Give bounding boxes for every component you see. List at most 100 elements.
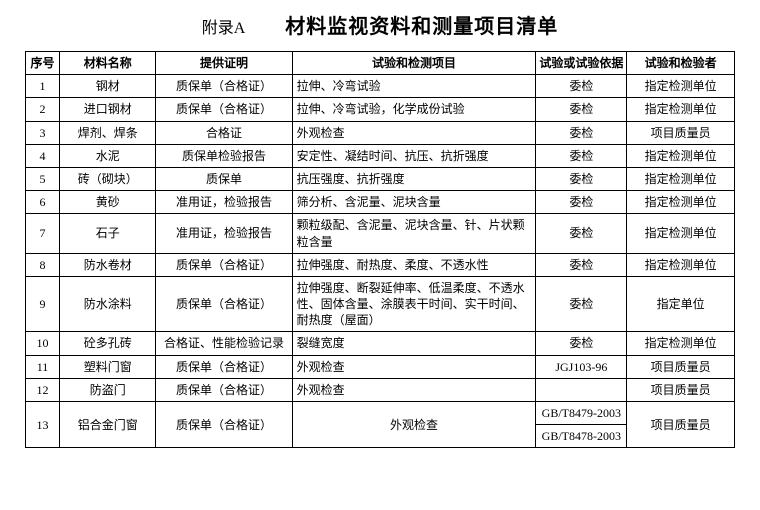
cell-name: 进口钢材 xyxy=(60,98,156,121)
cell-proof: 质保单检验报告 xyxy=(156,144,292,167)
header-test: 试验和检测项目 xyxy=(292,52,536,75)
cell-proof: 质保单（合格证） xyxy=(156,355,292,378)
cell-who: 指定检测单位 xyxy=(627,144,735,167)
cell-basis: 委检 xyxy=(536,276,627,332)
cell-seq: 12 xyxy=(26,378,60,401)
cell-test: 外观检查 xyxy=(292,355,536,378)
table-row: 10砼多孔砖合格证、性能检验记录裂缝宽度委检指定检测单位 xyxy=(26,332,735,355)
cell-who: 指定检测单位 xyxy=(627,167,735,190)
cell-who: 项目质量员 xyxy=(627,355,735,378)
cell-name: 防盗门 xyxy=(60,378,156,401)
table-row: 5砖（砌块）质保单抗压强度、抗折强度委检指定检测单位 xyxy=(26,167,735,190)
cell-test: 外观检查 xyxy=(292,121,536,144)
header-proof: 提供证明 xyxy=(156,52,292,75)
cell-seq: 8 xyxy=(26,253,60,276)
cell-seq: 13 xyxy=(26,402,60,448)
cell-basis: 委检 xyxy=(536,332,627,355)
cell-basis: 委检 xyxy=(536,75,627,98)
cell-name: 防水涂料 xyxy=(60,276,156,332)
cell-proof: 合格证、性能检验记录 xyxy=(156,332,292,355)
cell-proof: 质保单（合格证） xyxy=(156,378,292,401)
cell-proof: 质保单（合格证） xyxy=(156,402,292,448)
cell-name: 石子 xyxy=(60,214,156,253)
cell-test: 抗压强度、抗折强度 xyxy=(292,167,536,190)
cell-seq: 5 xyxy=(26,167,60,190)
cell-who: 指定检测单位 xyxy=(627,75,735,98)
cell-basis: 委检 xyxy=(536,98,627,121)
cell-proof: 质保单（合格证） xyxy=(156,253,292,276)
cell-test: 拉伸、冷弯试验 xyxy=(292,75,536,98)
cell-basis: GB/T8479-2003 xyxy=(536,402,627,425)
cell-basis: 委检 xyxy=(536,121,627,144)
table-row: 6黄砂准用证，检验报告筛分析、含泥量、泥块含量委检指定检测单位 xyxy=(26,191,735,214)
cell-seq: 4 xyxy=(26,144,60,167)
table-body: 1钢材质保单（合格证）拉伸、冷弯试验委检指定检测单位2进口钢材质保单（合格证）拉… xyxy=(26,75,735,448)
cell-test: 外观检查 xyxy=(292,378,536,401)
table-row: 11塑料门窗质保单（合格证）外观检查JGJ103-96项目质量员 xyxy=(26,355,735,378)
cell-proof: 质保单（合格证） xyxy=(156,276,292,332)
header-name: 材料名称 xyxy=(60,52,156,75)
cell-proof: 质保单（合格证） xyxy=(156,98,292,121)
table-row: 13铝合金门窗质保单（合格证）外观检查GB/T8479-2003项目质量员 xyxy=(26,402,735,425)
cell-basis: 委检 xyxy=(536,167,627,190)
cell-test: 拉伸强度、耐热度、柔度、不透水性 xyxy=(292,253,536,276)
cell-name: 铝合金门窗 xyxy=(60,402,156,448)
cell-name: 砖（砌块） xyxy=(60,167,156,190)
cell-proof: 合格证 xyxy=(156,121,292,144)
cell-basis: JGJ103-96 xyxy=(536,355,627,378)
cell-seq: 9 xyxy=(26,276,60,332)
cell-seq: 7 xyxy=(26,214,60,253)
header-seq: 序号 xyxy=(26,52,60,75)
cell-proof: 准用证，检验报告 xyxy=(156,191,292,214)
cell-seq: 3 xyxy=(26,121,60,144)
table-row: 8防水卷材质保单（合格证）拉伸强度、耐热度、柔度、不透水性委检指定检测单位 xyxy=(26,253,735,276)
cell-name: 黄砂 xyxy=(60,191,156,214)
cell-name: 水泥 xyxy=(60,144,156,167)
cell-who: 指定检测单位 xyxy=(627,191,735,214)
cell-test: 裂缝宽度 xyxy=(292,332,536,355)
cell-test: 筛分析、含泥量、泥块含量 xyxy=(292,191,536,214)
table-row: 4水泥质保单检验报告安定性、凝结时间、抗压、抗折强度委检指定检测单位 xyxy=(26,144,735,167)
table-row: 1钢材质保单（合格证）拉伸、冷弯试验委检指定检测单位 xyxy=(26,75,735,98)
cell-who: 项目质量员 xyxy=(627,378,735,401)
table-row: 3焊剂、焊条合格证外观检查委检项目质量员 xyxy=(26,121,735,144)
cell-name: 防水卷材 xyxy=(60,253,156,276)
cell-proof: 准用证，检验报告 xyxy=(156,214,292,253)
cell-who: 指定检测单位 xyxy=(627,214,735,253)
cell-who: 指定检测单位 xyxy=(627,253,735,276)
cell-test: 颗粒级配、含泥量、泥块含量、针、片状颗粒含量 xyxy=(292,214,536,253)
cell-who: 项目质量员 xyxy=(627,121,735,144)
cell-name: 钢材 xyxy=(60,75,156,98)
table-row: 12防盗门质保单（合格证）外观检查 项目质量员 xyxy=(26,378,735,401)
header-basis: 试验或试验依据 xyxy=(536,52,627,75)
cell-who: 指定单位 xyxy=(627,276,735,332)
table-row: 2进口钢材质保单（合格证）拉伸、冷弯试验，化学成份试验委检指定检测单位 xyxy=(26,98,735,121)
cell-basis: 委检 xyxy=(536,214,627,253)
table-row: 9防水涂料质保单（合格证）拉伸强度、断裂延伸率、低温柔度、不透水性、固体含量、涂… xyxy=(26,276,735,332)
cell-basis: 委检 xyxy=(536,144,627,167)
cell-basis: GB/T8478-2003 xyxy=(536,425,627,448)
cell-test: 安定性、凝结时间、抗压、抗折强度 xyxy=(292,144,536,167)
cell-seq: 11 xyxy=(26,355,60,378)
cell-test: 拉伸、冷弯试验，化学成份试验 xyxy=(292,98,536,121)
cell-test: 拉伸强度、断裂延伸率、低温柔度、不透水性、固体含量、涂膜表干时间、实干时间、耐热… xyxy=(292,276,536,332)
appendix-label: 附录A xyxy=(202,14,246,38)
header-row: 序号 材料名称 提供证明 试验和检测项目 试验或试验依据 试验和检验者 xyxy=(26,52,735,75)
cell-proof: 质保单 xyxy=(156,167,292,190)
cell-name: 砼多孔砖 xyxy=(60,332,156,355)
cell-basis: 委检 xyxy=(536,191,627,214)
cell-proof: 质保单（合格证） xyxy=(156,75,292,98)
header-who: 试验和检验者 xyxy=(627,52,735,75)
cell-seq: 1 xyxy=(26,75,60,98)
title-row: 附录A 材料监视资料和测量项目清单 xyxy=(0,0,760,51)
cell-name: 焊剂、焊条 xyxy=(60,121,156,144)
materials-table: 序号 材料名称 提供证明 试验和检测项目 试验或试验依据 试验和检验者 1钢材质… xyxy=(25,51,735,448)
cell-who: 指定检测单位 xyxy=(627,332,735,355)
cell-seq: 2 xyxy=(26,98,60,121)
main-title: 材料监视资料和测量项目清单 xyxy=(285,10,558,39)
cell-who: 指定检测单位 xyxy=(627,98,735,121)
cell-seq: 6 xyxy=(26,191,60,214)
table-row: 7石子准用证，检验报告颗粒级配、含泥量、泥块含量、针、片状颗粒含量委检指定检测单… xyxy=(26,214,735,253)
cell-basis xyxy=(536,378,627,401)
cell-name: 塑料门窗 xyxy=(60,355,156,378)
